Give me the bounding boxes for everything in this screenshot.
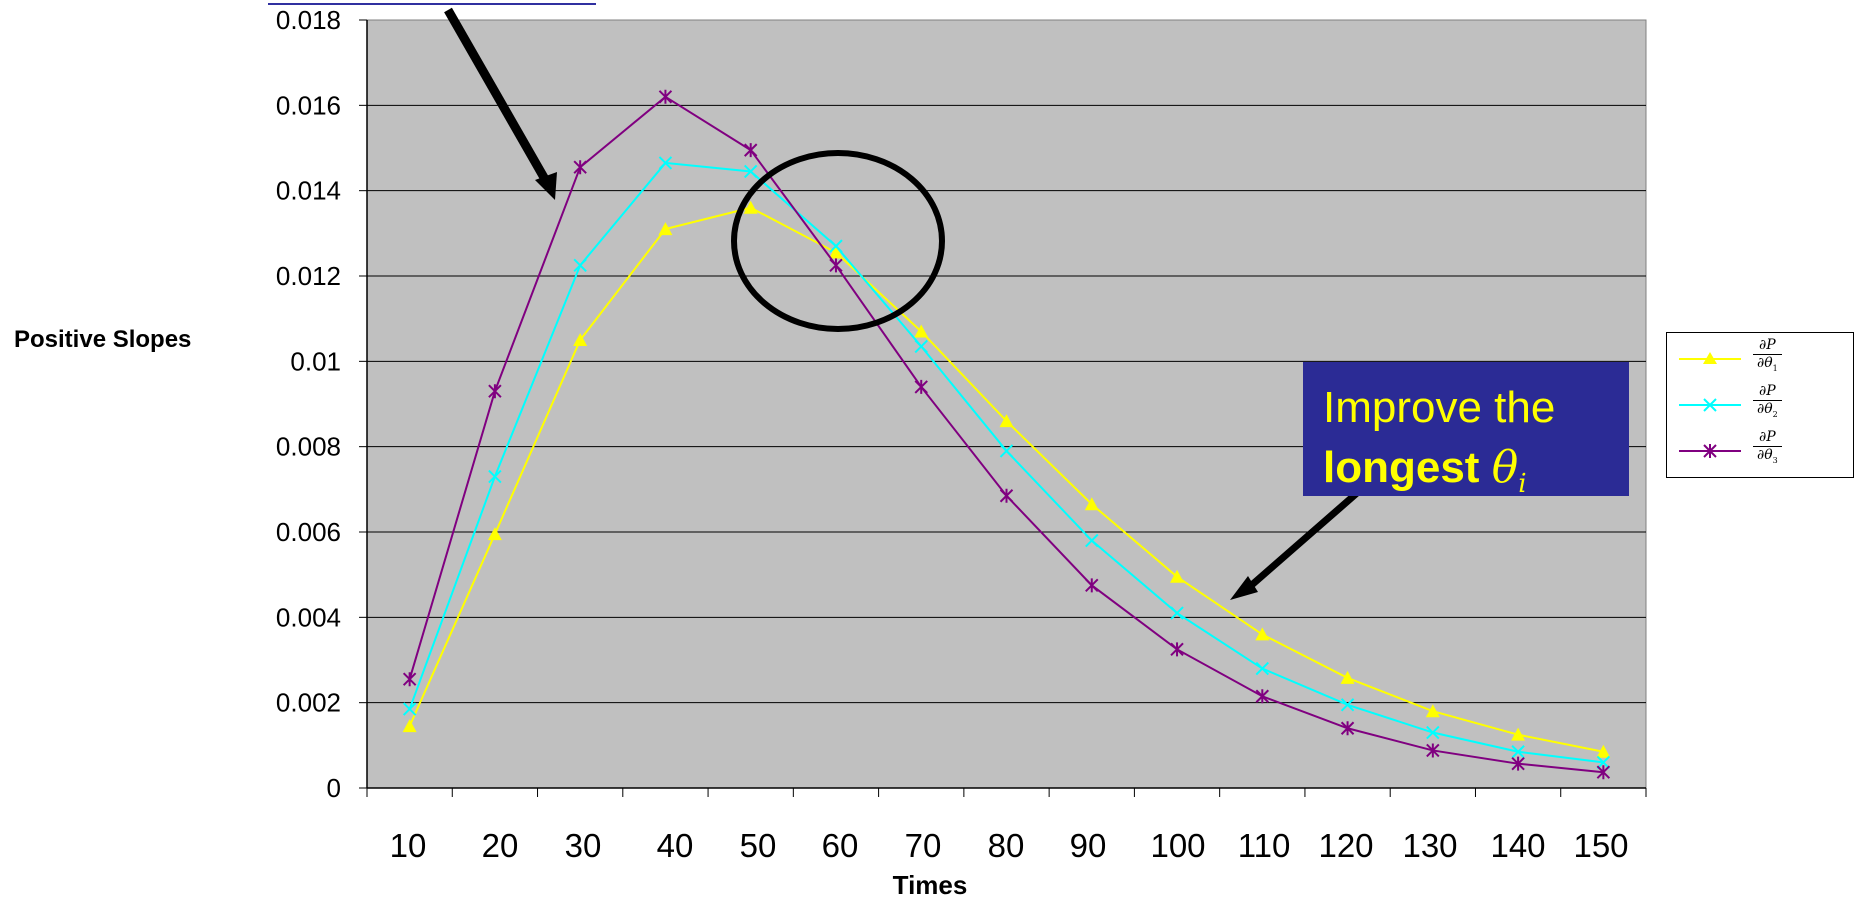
arrow-bottom-head-icon [1230,576,1258,600]
data-point [1170,642,1184,657]
triangle-marker-icon [1703,352,1717,364]
x-tick-label: 80 [988,827,1025,864]
x-marker-icon [1703,398,1717,412]
data-point [1425,704,1440,718]
data-point [1426,725,1440,740]
data-point [1340,721,1355,736]
data-point [402,719,417,733]
data-point [1596,744,1611,758]
x-tick-label: 10 [390,827,427,864]
series-3 [402,89,1611,780]
y-tick-label: 0.012 [276,261,341,291]
y-tick-label: 0 [327,773,341,803]
data-point [1085,578,1099,593]
data-point [1170,569,1185,583]
data-point [402,672,417,687]
x-tick-label: 70 [905,827,942,864]
data-point [1255,627,1270,641]
series-group [402,89,1611,780]
data-point [573,333,588,346]
data-point [1596,755,1611,770]
crossover-circle-icon [731,150,945,332]
data-point [743,164,758,179]
x-tick-label: 130 [1402,827,1457,864]
arrow-top-icon [444,7,554,191]
improve-callout: Improve the longest θi [1303,362,1629,499]
data-point [488,384,502,399]
x-tick-label: 150 [1573,827,1628,864]
arrow-bottom-icon [1243,490,1360,593]
legend-item-1: ∂P ∂θ1 [1675,337,1851,381]
data-point [1511,756,1525,771]
data-point [829,258,843,273]
y-tick-label: 0.01 [290,346,341,376]
data-point [402,702,417,716]
data-point [1084,497,1099,511]
y-tick-label: 0.008 [276,432,341,462]
series-1 [402,200,1611,758]
data-point [1170,606,1184,620]
data-point [1340,698,1355,712]
annotations [268,3,1360,600]
legend-label-1: ∂P ∂θ1 [1753,337,1847,381]
y-tick-label: 0.016 [276,90,341,120]
data-point [1511,745,1525,759]
arrow-top-head-icon [535,172,557,200]
data-point [914,379,928,394]
data-point [743,143,758,158]
callout-theta: θi [1491,442,1527,499]
data-point [829,239,843,253]
data-point [658,156,673,170]
data-point [999,444,1014,458]
x-tick-label: 90 [1070,827,1107,864]
x-tick-label: 30 [565,827,602,864]
data-point [743,200,758,214]
data-point [1255,689,1270,704]
data-point [1085,533,1099,548]
y-tick-label: 0.002 [276,688,341,718]
data-point [487,527,502,541]
legend-item-3: ∂P ∂θ3 [1675,429,1851,473]
data-point [1255,661,1270,676]
x-tick-label: 110 [1238,827,1291,864]
data-point [1340,670,1355,684]
x-tick-label: 100 [1150,827,1205,864]
x-tick-label: 40 [657,827,694,864]
x-tick-label: 120 [1318,827,1373,864]
x-tick-label: 140 [1490,827,1545,864]
data-point [573,160,587,175]
gridlines [367,104,1646,704]
callout-line1: Improve the [1323,383,1556,432]
data-point [488,469,502,484]
legend-label-3: ∂P ∂θ3 [1753,429,1847,473]
data-point [828,245,843,259]
data-point [999,488,1014,503]
data-point [1596,765,1611,780]
data-point [1511,727,1526,741]
x-tick-label: 60 [822,827,859,864]
x-tick-label: 50 [740,827,777,864]
y-tick-label: 0.014 [276,176,341,206]
y-axis-label: Positive Slopes [14,326,192,353]
data-point [658,222,673,236]
data-point [1426,743,1440,758]
series-2 [402,156,1611,770]
legend-label-2: ∂P ∂θ2 [1753,383,1847,427]
data-point [999,414,1014,428]
asterisk-marker-icon [1703,444,1717,458]
legend-item-2: ∂P ∂θ2 [1675,383,1851,427]
y-tick-label: 0.018 [276,5,341,35]
legend: ∂P ∂θ1 ∂P ∂θ2 ∂P ∂θ3 [1666,332,1854,478]
axes: 0 0.002 0.004 0.006 0.008 0.01 0.012 0.014 0.016… [276,5,1647,864]
data-point [573,258,587,273]
callout-bold: longest [1323,443,1480,492]
y-tick-label: 0.004 [276,602,341,632]
data-point [914,339,928,354]
data-point [658,89,673,104]
x-tick-label: 20 [482,827,519,864]
y-tick-label: 0.006 [276,517,341,547]
x-axis-label: Times [892,870,968,900]
data-point [914,324,929,338]
